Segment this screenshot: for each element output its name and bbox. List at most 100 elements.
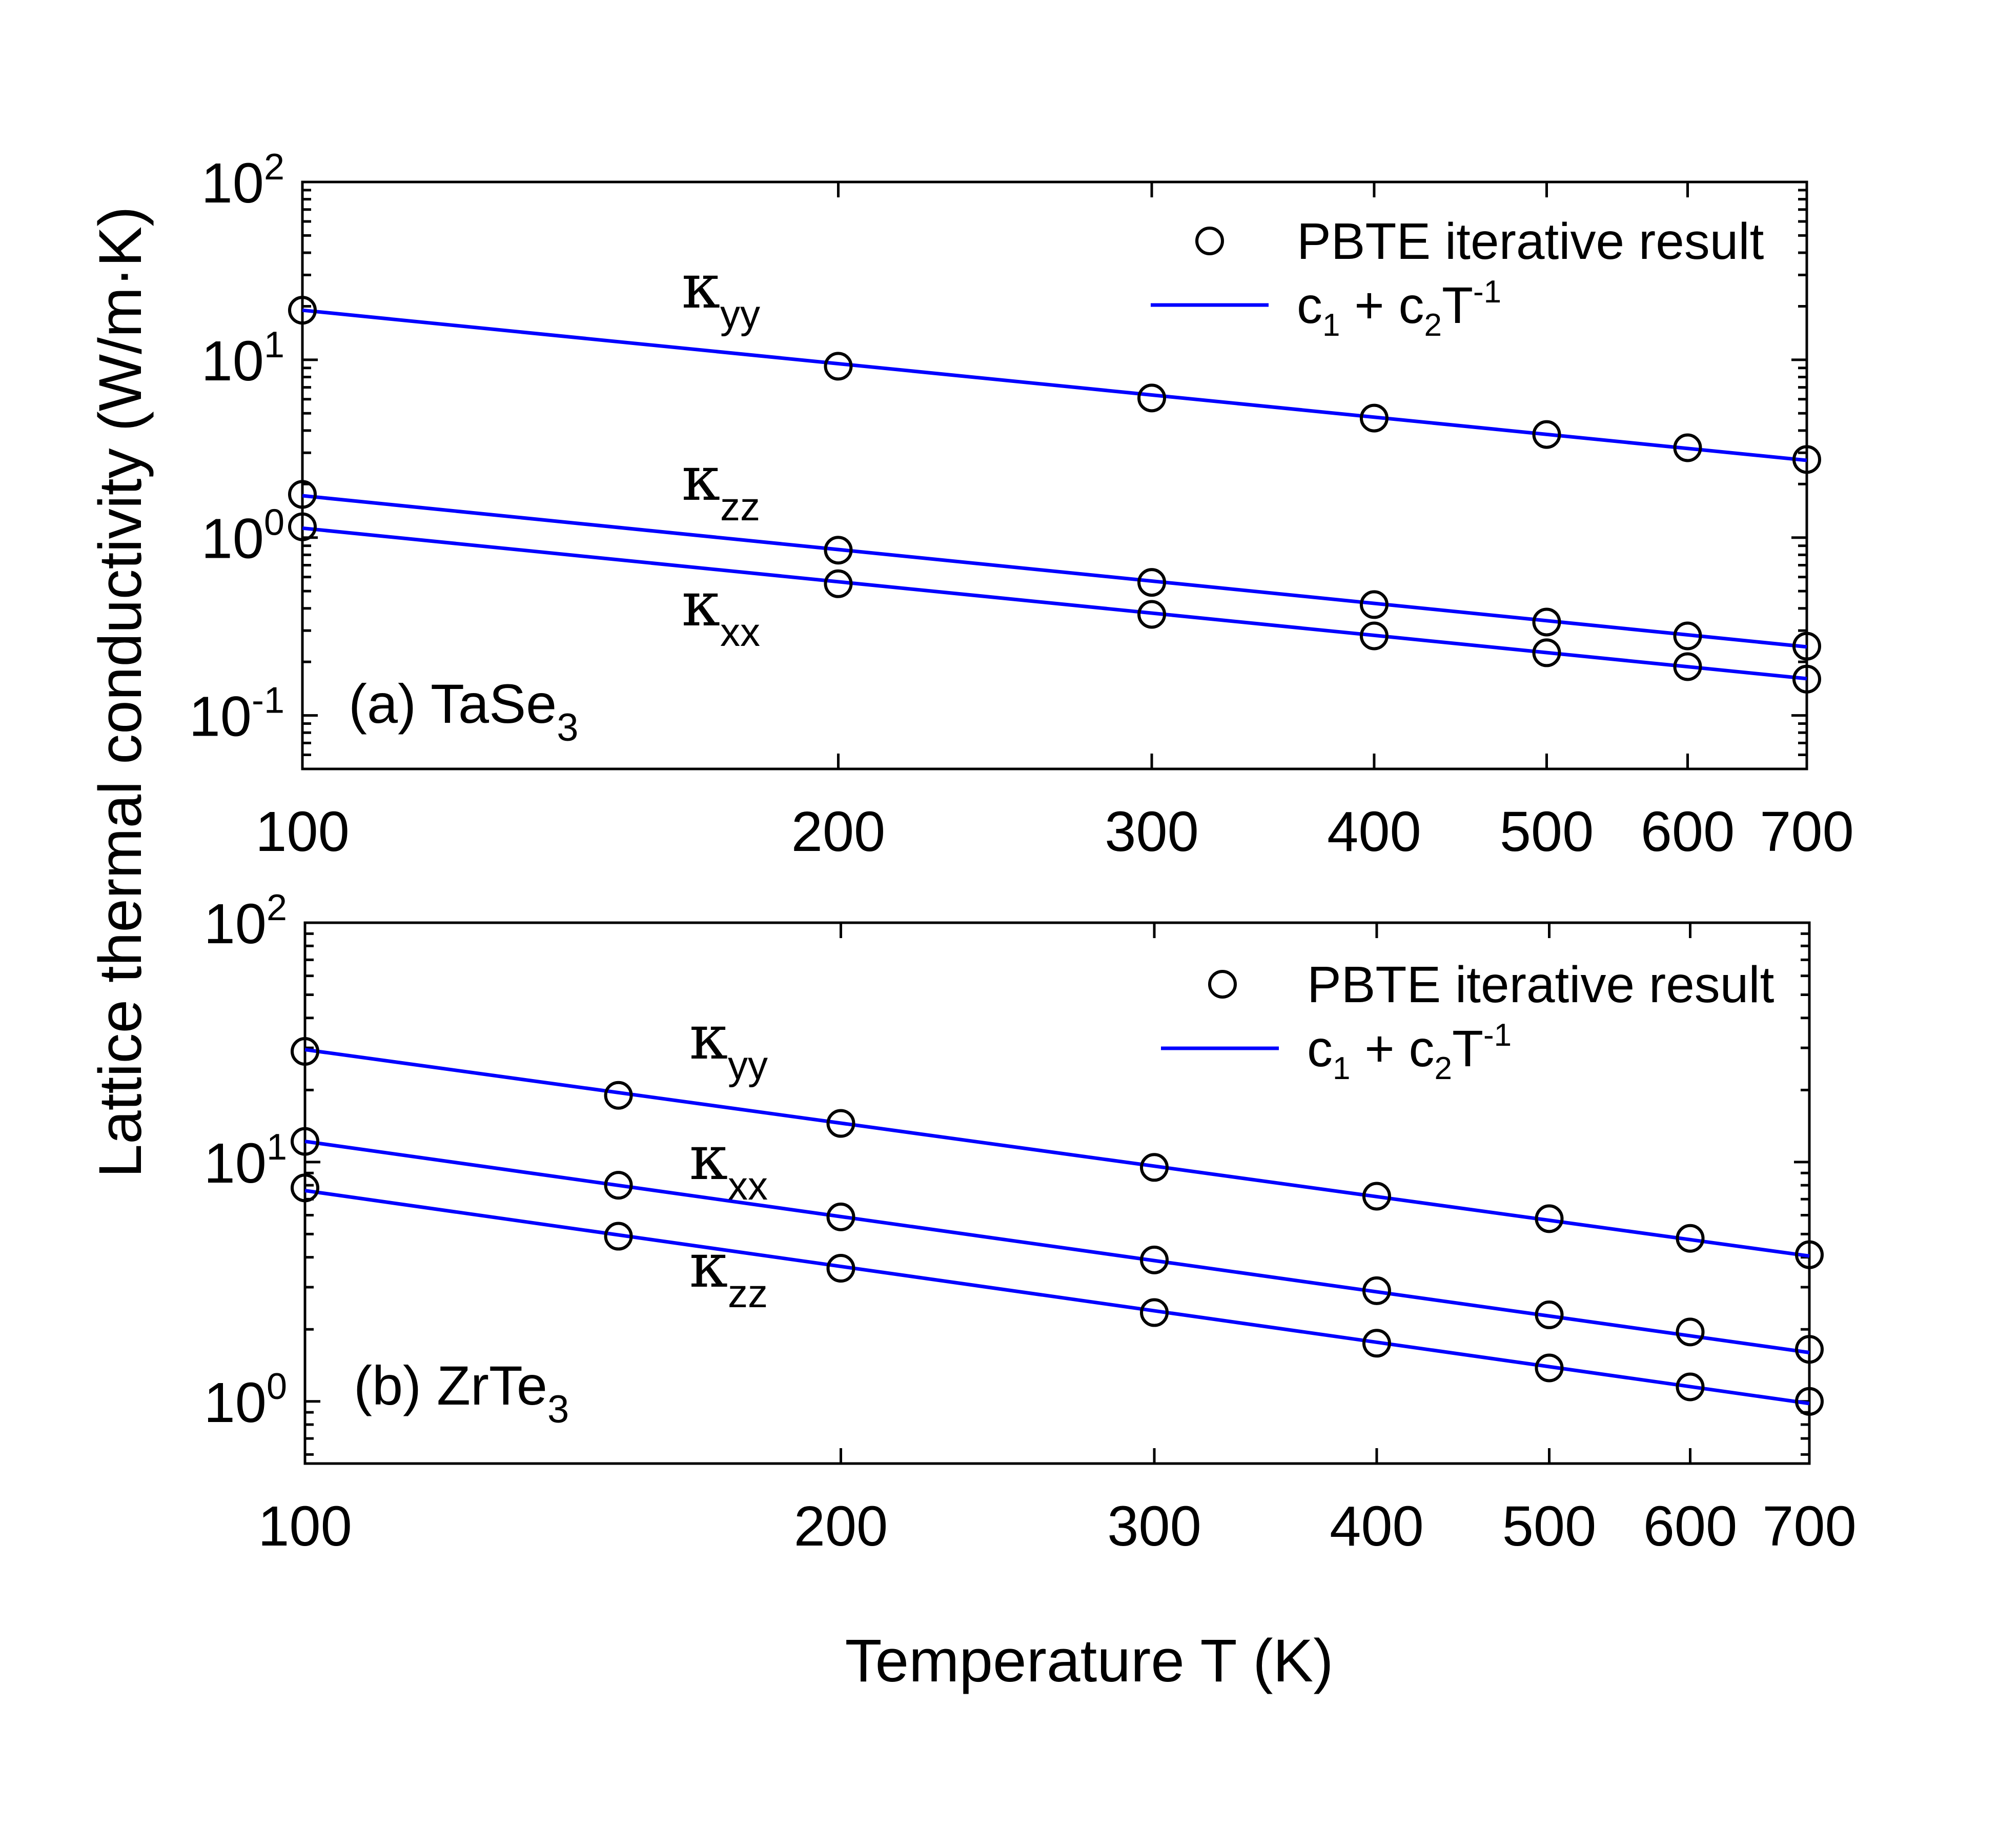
- panel-b-series-zz-label: κzz: [689, 1230, 768, 1316]
- panel-a-series-zz-point: [1673, 621, 1702, 651]
- panel-b-series-yy-point: [826, 1109, 855, 1138]
- panel-a-legend-sup: -1: [1473, 274, 1501, 310]
- panel-b-series-zz-point: [1676, 1372, 1705, 1402]
- panel-a-x-tick-label: 700: [1760, 800, 1854, 863]
- panel-b-series-zz-point: [826, 1254, 855, 1283]
- panel-b-series-zz-label-subscript: zz: [728, 1271, 768, 1316]
- panel-a-series-zz-point: [1792, 632, 1821, 661]
- panel-b-y-tick-label: 100: [204, 1366, 287, 1434]
- panel-b-y-tick-exp: 0: [267, 1366, 287, 1407]
- panel-b-x-tick-label: 100: [258, 1495, 352, 1558]
- panel-b-frame: [303, 921, 1811, 1465]
- panel-b-series-zz-point: [1362, 1329, 1391, 1358]
- panel-b-x-tick-label: 200: [794, 1495, 888, 1558]
- y-axis-title: Lattice thermal conductivity (W/m·K): [87, 206, 154, 1177]
- panel-a-series-zz-fit-line: [302, 494, 1807, 649]
- panel-b-series-zz-label-symbol: κ: [689, 1230, 728, 1302]
- panel-a-x-tick-label: 300: [1105, 800, 1199, 863]
- panel-b-label-text: (b) ZrTe: [354, 1354, 547, 1416]
- panel-a-series-yy-point: [1359, 403, 1389, 433]
- panel-b-x-tick-label: 700: [1762, 1495, 1857, 1558]
- panel-a-y-tick-exp: 0: [264, 502, 284, 543]
- panel-a-series-xx-label: κxx: [682, 569, 760, 655]
- panel-a-series-xx-point: [288, 512, 317, 541]
- panel-a-series-zz-point: [1532, 607, 1561, 637]
- panel-a-y-tick-label: 101: [201, 324, 284, 393]
- panel-b-series-zz-point: [291, 1173, 319, 1203]
- panel-a-series-yy-label: κyy: [682, 251, 760, 337]
- panel-b-y-tick-exp: 2: [267, 887, 287, 928]
- panel-a-legend-c: c: [1297, 277, 1322, 334]
- panel-a-y-tick-exp: -1: [252, 680, 284, 721]
- panel-a-series-xx-fit-line: [302, 526, 1807, 681]
- panel-b: 100 200 300 400 500 600 700100101102κyyκxxκzzP…: [204, 887, 1857, 1558]
- panel-a-series-yy-point: [1137, 383, 1167, 413]
- panel-a-series-xx-point: [824, 569, 853, 598]
- panel-b-series-yy-label: κyy: [689, 1002, 768, 1088]
- panel-a-series-xx-point: [1673, 652, 1702, 681]
- panel-b-series-zz-point: [1535, 1353, 1564, 1383]
- panel-a-y-tick-base: 10: [189, 685, 252, 748]
- panel-a-series-zz-label-subscript: zz: [720, 484, 760, 529]
- panel-b-series-yy-label-subscript: yy: [728, 1043, 768, 1088]
- panel-a-y-tick-base: 10: [201, 330, 264, 393]
- panel-a-series-yy-label-symbol: κ: [682, 251, 720, 322]
- panel-a-series-zz-point: [1359, 590, 1389, 619]
- panel-b-y-tick-exp: 1: [267, 1127, 287, 1168]
- x-axis-title: Temperature T (K): [845, 1627, 1333, 1695]
- panel-b-legend-sub1: 1: [1333, 1051, 1350, 1086]
- panel-b-series-xx-label-subscript: xx: [728, 1163, 768, 1208]
- panel-b-series-xx-point: [1140, 1245, 1169, 1274]
- panel-a-series-xx-point: [1359, 621, 1389, 651]
- panel-a-series-xx-label-symbol: κ: [682, 569, 720, 640]
- panel-a-series-yy-point: [1792, 445, 1821, 474]
- panel-b-y-tick-base: 10: [204, 892, 267, 956]
- panel-b-legend-c: c: [1307, 1020, 1333, 1078]
- panel-a-series-yy-point: [288, 296, 317, 325]
- panel-b-x-tick-label: 600: [1643, 1495, 1738, 1558]
- panel-b-legend-marker-label: PBTE iterative result: [1307, 956, 1774, 1013]
- panel-a-legend-marker: [1195, 227, 1224, 255]
- panel-a-series-yy-point: [1673, 433, 1702, 462]
- panel-a-series-xx-label-subscript: xx: [720, 610, 760, 655]
- panel-b-series-yy-point: [1140, 1153, 1169, 1182]
- panel-a-legend-plus: + c: [1340, 277, 1424, 334]
- panel-b-y-tick-label: 102: [204, 887, 287, 956]
- panel-a-x-tick-label: 600: [1641, 800, 1735, 863]
- panel-b-x-tick-label: 400: [1330, 1495, 1424, 1558]
- panel-a-legend-marker-label: PBTE iterative result: [1297, 213, 1764, 270]
- panel-b-series-yy-point: [1362, 1182, 1391, 1211]
- panel-b-x-tick-label: 300: [1107, 1495, 1201, 1558]
- panel-a-x-tick-label: 100: [255, 800, 350, 863]
- panel-a-y-tick-base: 10: [201, 152, 264, 215]
- panel-a-series-yy-label-subscript: yy: [720, 292, 760, 337]
- panel-b-series-yy-point: [1676, 1224, 1705, 1253]
- panel-b-series-yy-label-symbol: κ: [689, 1002, 728, 1073]
- panel-a-series-xx-point: [1532, 638, 1561, 667]
- panel-a-y-tick-label: 10-1: [189, 680, 284, 748]
- panel-a-legend-sub1: 1: [1322, 308, 1340, 343]
- panel-a-series-zz-point: [1137, 568, 1167, 597]
- panel-a-label-subscript: 3: [557, 706, 578, 749]
- panel-b-series-xx-point: [604, 1171, 633, 1200]
- panel-b-series-zz-fit-line: [304, 1189, 1810, 1406]
- panel-b-y-tick-base: 10: [204, 1371, 267, 1434]
- panel-b-x-tick-label: 500: [1502, 1495, 1597, 1558]
- panel-b-series-xx-fit-line: [304, 1140, 1810, 1354]
- panel-b-series-xx-point: [1795, 1335, 1824, 1364]
- panel-b-series-yy-point: [604, 1081, 633, 1110]
- panel-b-y-tick-label: 101: [204, 1127, 287, 1195]
- panel-a-x-tick-label: 500: [1500, 800, 1594, 863]
- panel-b-series-xx-point: [1676, 1317, 1705, 1347]
- panel-a-series-xx-point: [1137, 600, 1167, 629]
- panel-b-legend-marker: [1208, 970, 1237, 999]
- panel-a-series-yy-point: [1532, 420, 1561, 449]
- panel-a-frame: [301, 180, 1808, 770]
- panel-a-series-xx-point: [1792, 664, 1821, 694]
- panel-a-series-yy-point: [824, 352, 853, 381]
- panel-b-series-yy-fit-line: [304, 1048, 1810, 1258]
- panel-a-label: (a) TaSe3: [349, 673, 579, 749]
- panel-b-series-zz-point: [1140, 1298, 1169, 1327]
